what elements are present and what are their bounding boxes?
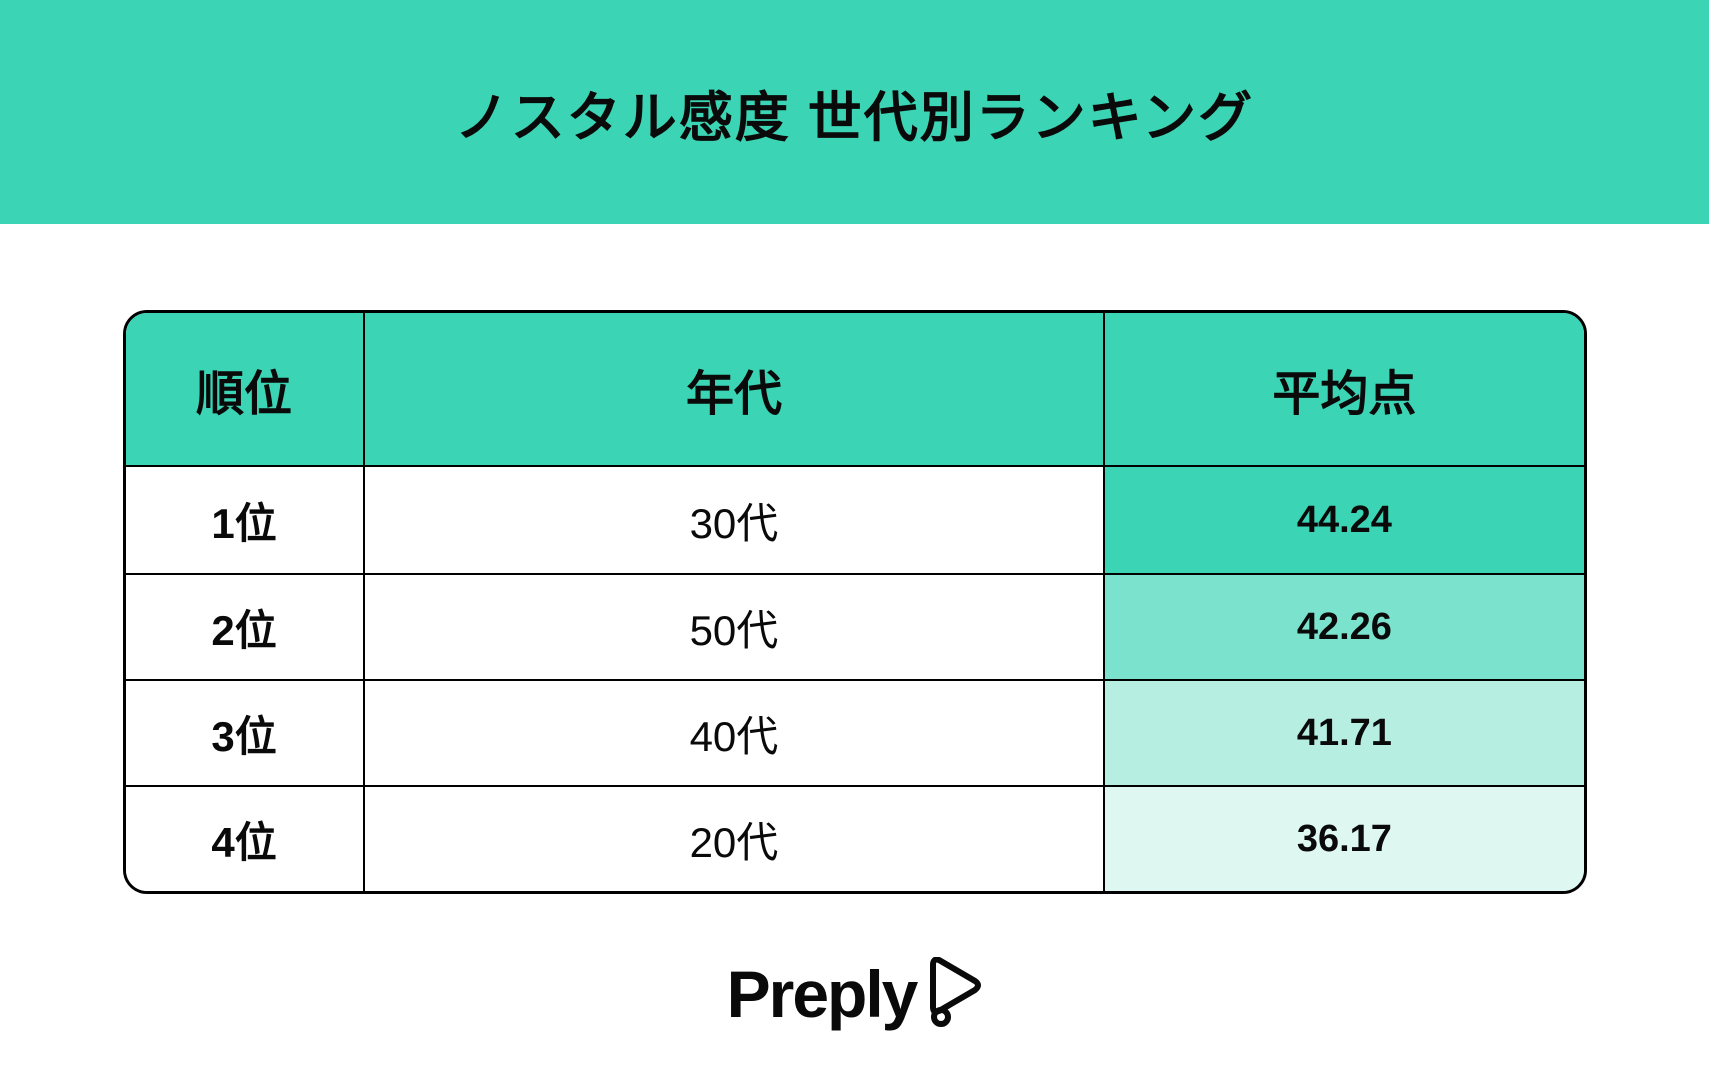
col-header-age: 年代 — [363, 313, 1104, 467]
age-cell: 20代 — [363, 785, 1104, 891]
table-body: 1位30代44.242位50代42.263位40代41.714位20代36.17 — [126, 467, 1584, 891]
table-container: 順位 年代 平均点 1位30代44.242位50代42.263位40代41.71… — [0, 310, 1709, 894]
brand-logo-icon — [930, 957, 982, 1032]
page-title: ノスタル感度 世代別ランキング — [455, 73, 1254, 152]
brand-logo: Preply — [0, 956, 1709, 1032]
table-row: 2位50代42.26 — [126, 573, 1584, 679]
table-row: 3位40代41.71 — [126, 679, 1584, 785]
col-header-rank: 順位 — [126, 313, 363, 467]
col-header-score: 平均点 — [1103, 313, 1583, 467]
table-row: 4位20代36.17 — [126, 785, 1584, 891]
brand-logo-text: Preply — [727, 956, 917, 1032]
rank-cell: 2位 — [126, 573, 363, 679]
table-header-row: 順位 年代 平均点 — [126, 313, 1584, 467]
age-cell: 30代 — [363, 467, 1104, 573]
title-banner: ノスタル感度 世代別ランキング — [0, 0, 1709, 224]
rank-cell: 1位 — [126, 467, 363, 573]
age-cell: 40代 — [363, 679, 1104, 785]
score-cell: 42.26 — [1103, 573, 1583, 679]
score-cell: 36.17 — [1103, 785, 1583, 891]
rank-cell: 3位 — [126, 679, 363, 785]
table-row: 1位30代44.24 — [126, 467, 1584, 573]
rank-cell: 4位 — [126, 785, 363, 891]
age-cell: 50代 — [363, 573, 1104, 679]
score-cell: 41.71 — [1103, 679, 1583, 785]
score-cell: 44.24 — [1103, 467, 1583, 573]
ranking-table: 順位 年代 平均点 1位30代44.242位50代42.263位40代41.71… — [123, 310, 1587, 894]
